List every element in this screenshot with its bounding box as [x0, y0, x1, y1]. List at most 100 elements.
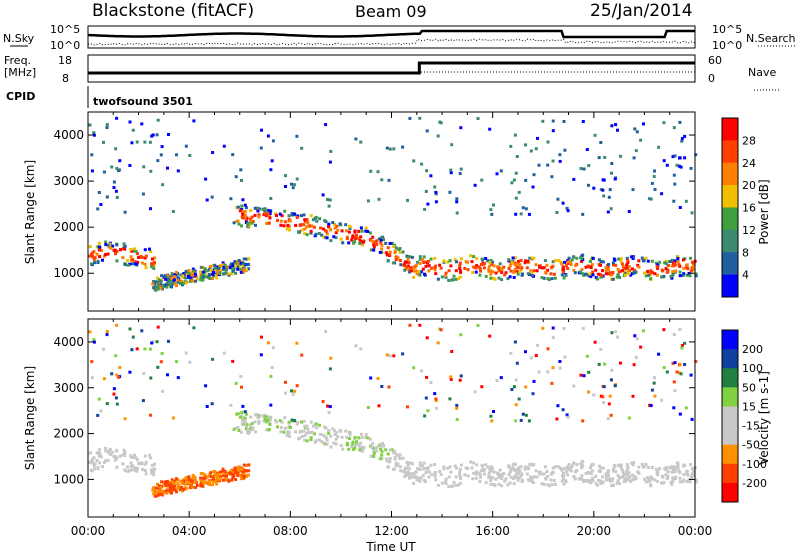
velocity-cell: [588, 466, 592, 470]
velocity-cell: [309, 420, 313, 424]
velocity-cell: [459, 374, 463, 378]
velocity-cell: [283, 426, 287, 430]
velocity-cell: [601, 466, 605, 470]
power-cell: [662, 159, 666, 163]
velocity-cell: [331, 427, 335, 431]
velocity-cell: [572, 384, 576, 388]
power-cell: [199, 273, 203, 277]
power-cell: [512, 178, 516, 182]
power-cell: [694, 153, 698, 157]
velocity-cell: [324, 330, 328, 333]
velocity-cell: [480, 385, 484, 389]
velocity-cell: [297, 437, 301, 441]
power-colorbar-segment: [722, 274, 738, 298]
power-cell: [243, 262, 247, 266]
power-cell: [607, 195, 611, 199]
power-cell: [610, 171, 613, 175]
velocity-cell: [152, 492, 156, 496]
power-cell: [99, 249, 103, 252]
velocity-cell: [97, 448, 101, 452]
velocity-cell: [216, 473, 220, 477]
velocity-cell: [366, 436, 370, 440]
power-cell: [669, 274, 673, 278]
velocity-cell: [231, 475, 235, 479]
power-cell: [611, 261, 615, 265]
power-cell: [412, 266, 416, 270]
power-cell: [418, 257, 422, 261]
velocity-cell: [295, 384, 299, 388]
velocity-cell: [678, 471, 682, 474]
velocity-cell: [96, 413, 100, 417]
velocity-cell: [178, 488, 182, 492]
velocity-cell: [288, 426, 292, 429]
power-cell: [266, 212, 270, 216]
velocity-cell: [358, 445, 362, 449]
velocity-colorbar-segment: [722, 330, 738, 350]
velocity-cell: [284, 391, 287, 395]
power-cell: [350, 238, 354, 242]
nsearch-line: [87, 38, 696, 46]
power-cell: [626, 260, 630, 264]
velocity-cell: [609, 413, 613, 417]
power-cell: [569, 263, 573, 267]
velocity-cell: [497, 482, 501, 486]
power-cell: [601, 260, 605, 264]
power-cell: [524, 143, 527, 147]
velocity-cell: [233, 466, 237, 470]
velocity-cell: [670, 470, 674, 474]
velocity-cell: [105, 333, 109, 337]
velocity-cell: [640, 462, 644, 466]
power-cell: [347, 230, 351, 234]
power-cell: [364, 229, 368, 233]
power-cell: [678, 120, 682, 124]
power-cell: [653, 169, 656, 173]
power-cell: [596, 277, 599, 281]
velocity-cell: [449, 377, 453, 381]
velocity-cell: [199, 479, 203, 483]
velocity-cell: [680, 346, 684, 350]
power-cell: [581, 212, 585, 216]
velocity-cell: [553, 482, 557, 486]
power-cell: [599, 141, 603, 144]
power-cell: [680, 139, 684, 143]
power-cell: [189, 271, 193, 275]
power-cell: [384, 241, 388, 245]
velocity-cell: [157, 484, 161, 488]
y-tick-label: 1000: [53, 472, 84, 486]
power-cell: [174, 271, 178, 274]
power-cell: [159, 286, 163, 290]
velocity-cell: [625, 469, 629, 473]
power-cell: [122, 242, 126, 246]
velocity-cell: [263, 418, 267, 422]
power-cell: [602, 194, 606, 198]
power-cell: [331, 221, 335, 224]
power-cell: [156, 118, 160, 122]
power-cell: [283, 209, 287, 213]
velocity-cell: [378, 457, 382, 461]
power-cell: [551, 159, 555, 163]
velocity-cell: [248, 424, 252, 427]
velocity-cell: [676, 461, 680, 465]
velocity-cell: [622, 472, 626, 476]
power-cell: [115, 166, 119, 170]
power-cell: [377, 197, 381, 201]
velocity-cell: [293, 419, 297, 422]
power-cell: [91, 251, 95, 255]
power-cell: [211, 151, 215, 154]
power-cell: [143, 256, 147, 260]
velocity-cell: [455, 418, 459, 421]
power-cell: [529, 269, 533, 273]
velocity-cell: [676, 463, 680, 467]
power-cell: [368, 231, 372, 235]
velocity-cell: [216, 477, 220, 481]
power-cell: [287, 214, 291, 218]
power-cell: [483, 262, 487, 265]
power-cell: [234, 175, 238, 179]
velocity-cell: [242, 463, 246, 467]
power-cell: [635, 130, 639, 134]
velocity-colorbar-tick-label: -200: [742, 477, 767, 490]
power-cell: [152, 286, 156, 290]
velocity-cell: [491, 466, 495, 470]
velocity-cell: [600, 480, 604, 484]
velocity-cell: [98, 451, 102, 455]
